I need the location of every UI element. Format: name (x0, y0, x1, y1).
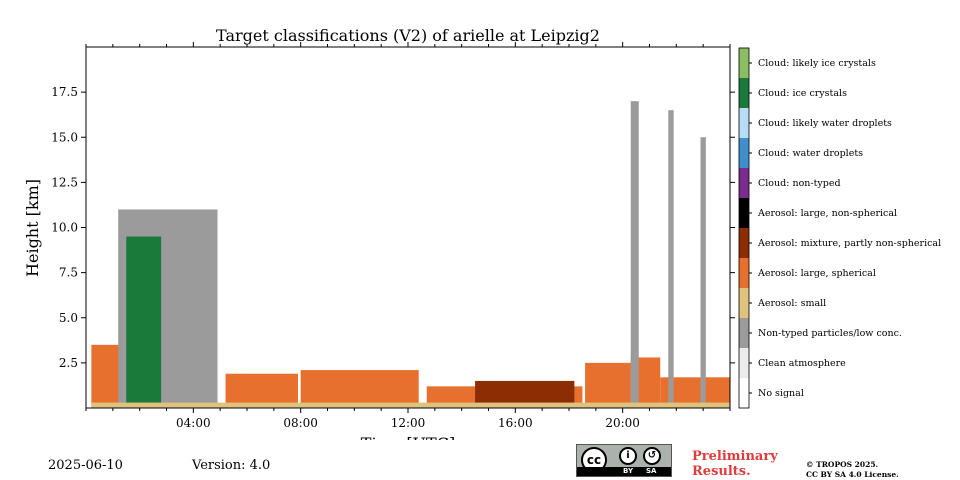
legend-label: Cloud: likely ice crystals (758, 58, 876, 69)
chart-title: Target classifications (V2) of arielle a… (216, 26, 600, 45)
cc-license-badge[interactable]: cc i ↺ BY SA (576, 444, 672, 477)
y-tick-label: 15.0 (51, 130, 78, 144)
legend-label: Cloud: likely water droplets (758, 118, 892, 129)
class-region (700, 137, 706, 408)
legend-swatch (739, 318, 749, 348)
class-region (225, 373, 298, 408)
legend-label: Cloud: ice crystals (758, 88, 847, 99)
y-tick-label: 2.5 (59, 356, 78, 370)
legend-swatch (739, 198, 749, 228)
class-region (300, 370, 419, 408)
legend-swatch (739, 258, 749, 288)
legend-label: Aerosol: small (757, 298, 826, 309)
x-tick-label: 12:00 (391, 416, 426, 430)
sa-label: SA (646, 467, 657, 475)
legend-swatch (739, 48, 749, 78)
y-tick-label: 7.5 (59, 266, 78, 280)
license-line-2: CC BY SA 4.0 License. (806, 470, 899, 479)
y-tick-label: 12.5 (51, 175, 78, 189)
share-alike-icon: ↺ (643, 447, 661, 465)
y-axis-label: Height [km] (23, 179, 42, 277)
y-tick-label: 17.5 (51, 85, 78, 99)
legend-swatch (739, 108, 749, 138)
x-axis-label: Time [UTC] (361, 434, 455, 440)
y-tick-label: 10.0 (51, 221, 78, 235)
legend-label: Clean atmosphere (758, 358, 846, 369)
legend-swatch (739, 348, 749, 378)
legend-swatch (739, 228, 749, 258)
legend-label: Cloud: non-typed (758, 178, 841, 189)
date-label: 2025-06-10 (48, 458, 123, 473)
classification-chart: Target classifications (V2) of arielle a… (23, 26, 941, 440)
class-region (91, 402, 730, 408)
legend-swatch (739, 138, 749, 168)
by-label: BY (623, 467, 634, 475)
license-line-1: © TROPOS 2025. (806, 460, 879, 469)
legend-label: Aerosol: large, non-spherical (757, 208, 897, 219)
class-region (668, 110, 674, 409)
legend-swatch (739, 288, 749, 318)
legend-label: Cloud: water droplets (758, 148, 863, 159)
legend-swatch (739, 378, 749, 408)
version-label: Version: 4.0 (192, 458, 271, 473)
legend-swatch (739, 78, 749, 108)
legend-label: Non-typed particles/low conc. (758, 328, 902, 339)
legend-label: Aerosol: large, spherical (757, 268, 876, 279)
x-tick-label: 20:00 (605, 416, 640, 430)
class-region (585, 362, 631, 408)
x-tick-label: 04:00 (176, 416, 211, 430)
class-region (126, 236, 162, 408)
preliminary-results-note: Preliminary Results. (692, 449, 778, 479)
legend-label: Aerosol: mixture, partly non-spherical (757, 238, 941, 249)
legend-swatch (739, 168, 749, 198)
by-person-icon: i (619, 447, 637, 465)
colorbar-frame (738, 47, 750, 409)
license-text: © TROPOS 2025. CC BY SA 4.0 License. (806, 460, 926, 480)
class-region (630, 101, 639, 409)
x-tick-label: 08:00 (283, 416, 318, 430)
y-tick-label: 5.0 (59, 311, 78, 325)
legend-label: No signal (758, 388, 804, 399)
x-tick-label: 16:00 (498, 416, 533, 430)
